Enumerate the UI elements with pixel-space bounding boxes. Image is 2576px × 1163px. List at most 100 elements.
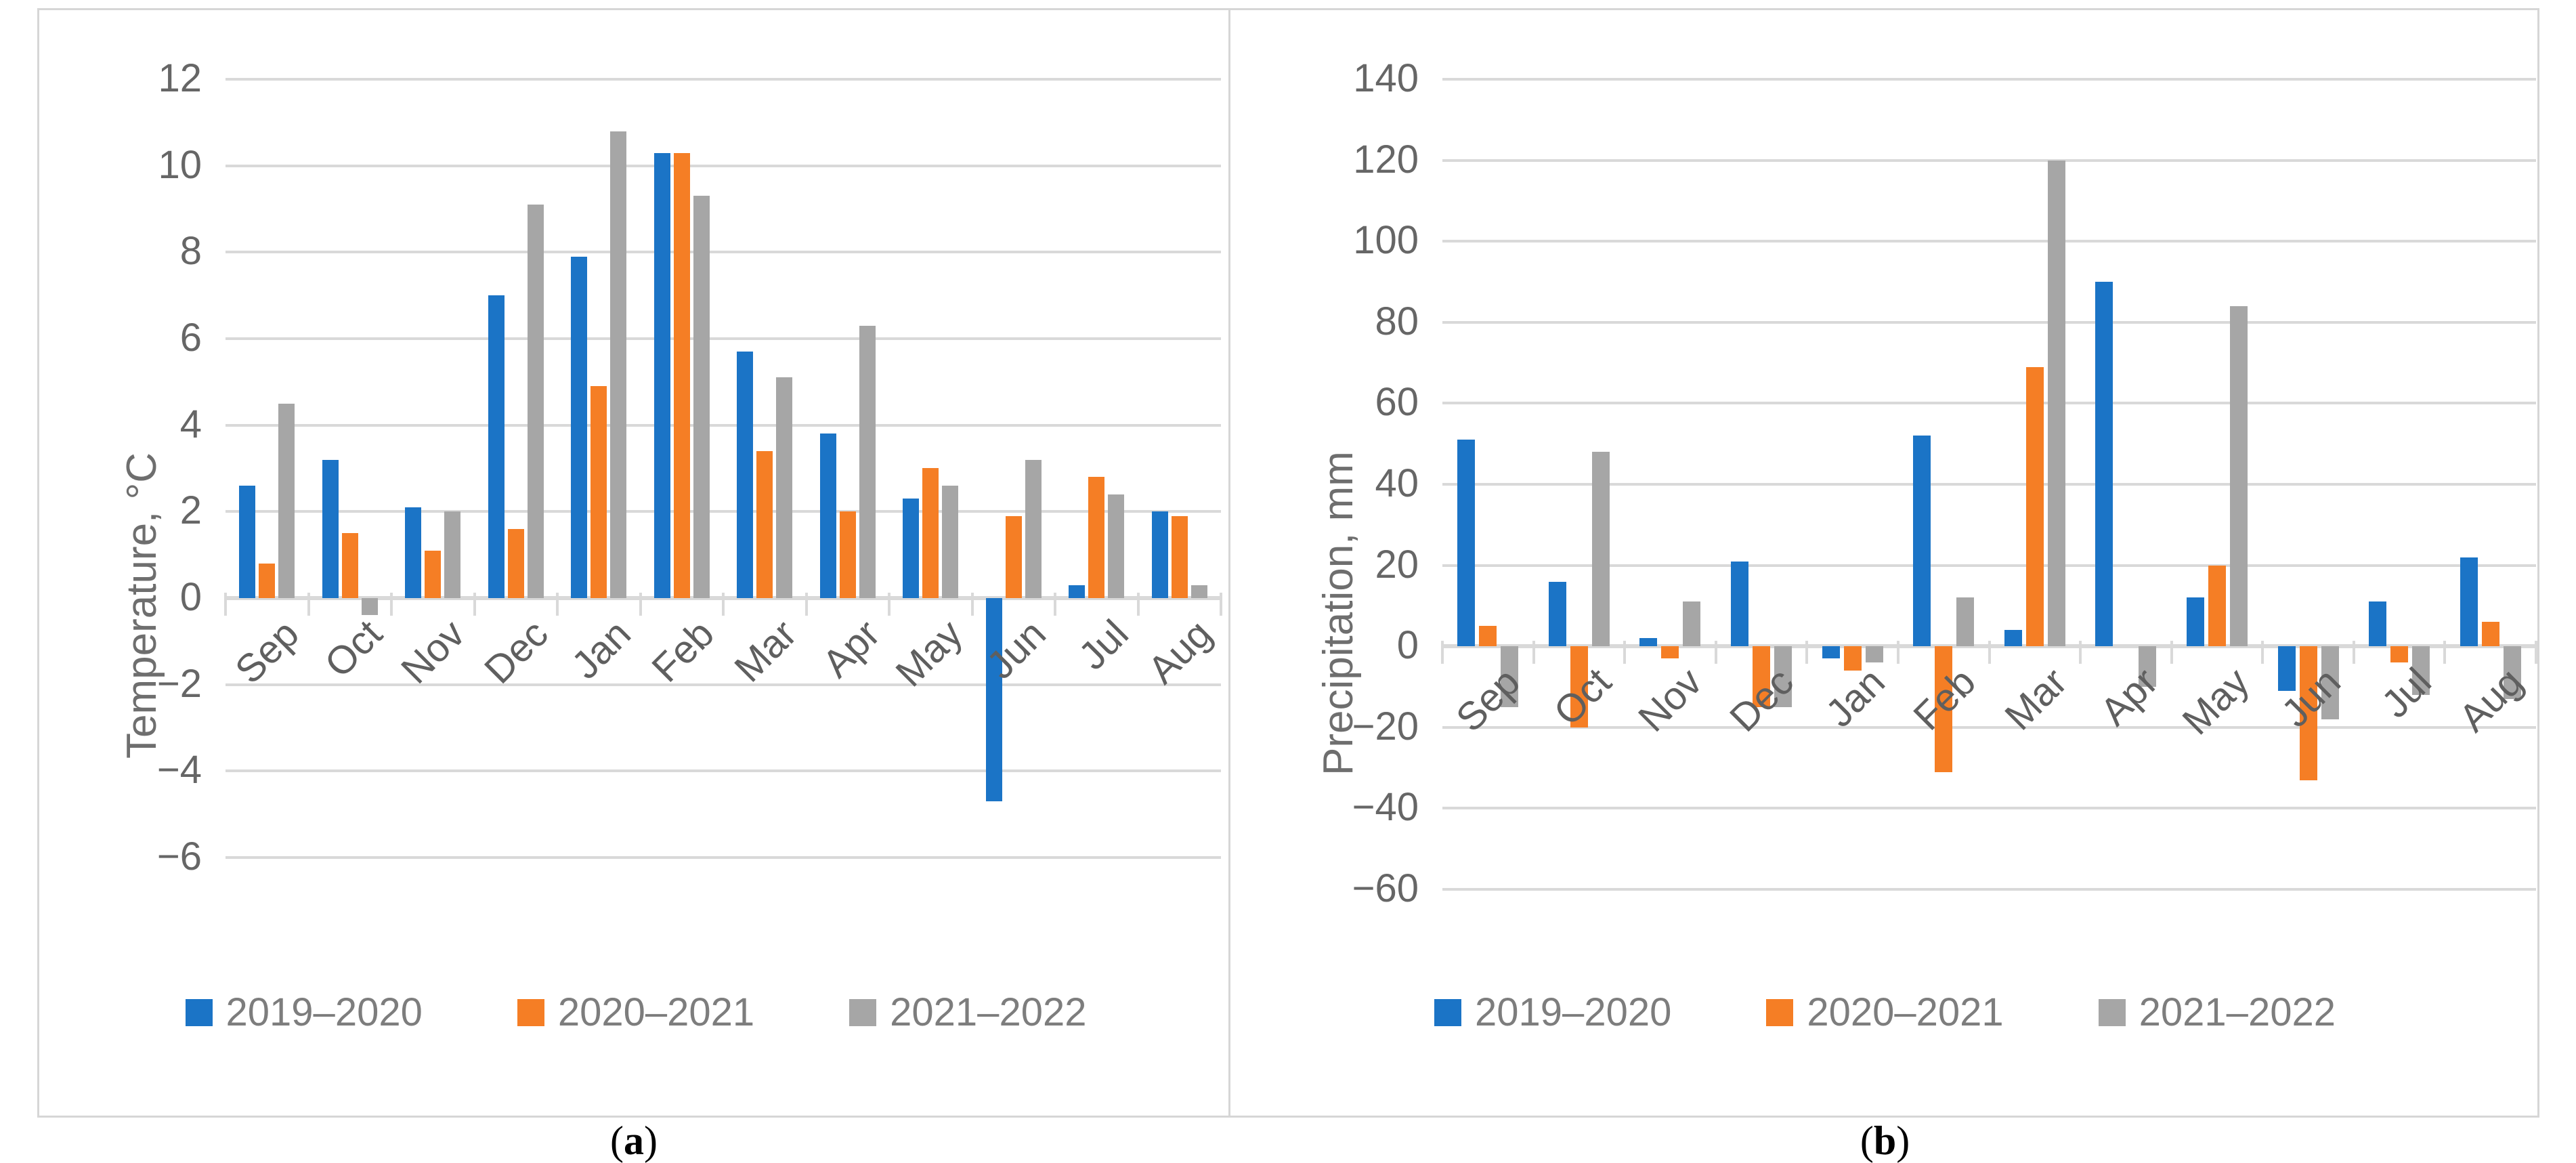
bar-dec-2020–2021 (507, 528, 524, 598)
gridline (226, 164, 1221, 167)
gridline (1442, 725, 2536, 729)
axis-tick-mark (639, 592, 642, 616)
bar-dec-2021–2022 (527, 205, 544, 598)
axis-tick-mark (888, 592, 890, 616)
legend-precipitation: 2019–2020 2020–2021 2021–2022 (1230, 991, 2539, 1034)
y-tick-label: −4 (156, 748, 202, 792)
axis-tick-mark (2261, 641, 2264, 664)
gridline (1442, 564, 2536, 567)
axis-tick-mark (2535, 641, 2537, 664)
legend-item-2020–2021: 2020–2021 (1766, 992, 2004, 1033)
bar-oct-2019–2020 (1548, 581, 1566, 647)
gridline (226, 683, 1221, 686)
bar-dec-2021–2022 (1774, 646, 1793, 707)
axis-tick-mark (390, 592, 393, 616)
gridline (226, 78, 1221, 81)
bar-jan-2020–2021 (591, 386, 607, 598)
x-category-label-dec: Dec (475, 611, 557, 692)
bar-jun-2019–2020 (2277, 646, 2296, 691)
gridline (1442, 402, 2536, 405)
bar-oct-2021–2022 (361, 597, 378, 616)
bar-dec-2019–2020 (488, 295, 505, 598)
y-tick-label: 120 (1353, 137, 1419, 182)
bar-jul-2020–2021 (2390, 646, 2409, 663)
gridline (226, 769, 1221, 773)
bar-may-2021–2022 (2229, 305, 2248, 647)
bar-aug-2019–2020 (2460, 557, 2478, 647)
bar-may-2020–2021 (2208, 565, 2226, 647)
caption-letter: b (1873, 1118, 1897, 1163)
y-tick-label: −6 (156, 834, 202, 879)
bar-jun-2020–2021 (2299, 646, 2317, 780)
legend-label-2021–2022: 2021–2022 (890, 990, 1087, 1034)
panel-precipitation: Precipitation, mm 140 120 100 80 60 40 20 0 −20−… (1230, 8, 2539, 1118)
legend-item-2021–2022: 2021–2022 (2098, 992, 2336, 1033)
axis-tick-mark (1054, 592, 1056, 616)
axis-tick-mark (1714, 641, 1717, 664)
bar-apr-2021–2022 (859, 325, 876, 598)
axis-tick-mark (556, 592, 559, 616)
y-tick-label: 8 (179, 229, 202, 274)
bar-apr-2019–2020 (819, 434, 836, 598)
axis-tick-mark (2352, 641, 2355, 664)
x-category-label-feb: Feb (643, 611, 723, 691)
x-category-label-sep: Sep (227, 611, 308, 692)
bar-apr-2020–2021 (839, 511, 856, 598)
bar-may-2021–2022 (942, 485, 959, 598)
gridline (1442, 483, 2536, 486)
y-tick-label: −20 (1352, 704, 1419, 748)
gridline (1442, 807, 2536, 810)
bar-aug-2020–2021 (1171, 515, 1188, 598)
axis-tick-mark (2443, 641, 2447, 664)
bar-dec-2019–2020 (1731, 561, 1749, 647)
bar-jan-2021–2022 (610, 131, 627, 598)
bar-aug-2021–2022 (2503, 646, 2521, 699)
bar-feb-2021–2022 (693, 196, 710, 598)
bar-apr-2021–2022 (2139, 646, 2157, 687)
y-tick-label: −40 (1352, 785, 1419, 830)
bar-jul-2021–2022 (1108, 494, 1125, 598)
legend-swatch-2019–2020 (1434, 999, 1462, 1026)
axis-tick-mark (1988, 641, 1991, 664)
bar-sep-2021–2022 (1501, 646, 1519, 707)
gridline (226, 251, 1221, 254)
legend-item-2019–2020: 2019–2020 (185, 990, 423, 1034)
bar-dec-2020–2021 (1753, 646, 1771, 707)
legend-swatch-2020–2021 (517, 999, 544, 1026)
bar-mar-2019–2020 (737, 352, 754, 598)
y-tick-label: 60 (1375, 380, 1419, 425)
axis-tick-mark (2170, 641, 2173, 664)
bar-feb-2021–2022 (1956, 597, 1975, 647)
axis-tick-mark (224, 592, 227, 616)
bar-nov-2020–2021 (1661, 646, 1679, 659)
gridline (1442, 888, 2536, 891)
bar-oct-2020–2021 (341, 533, 358, 598)
legend-label-2019–2020: 2019–2020 (226, 990, 423, 1034)
legend-swatch-2021–2022 (2098, 999, 2126, 1026)
y-tick-label: 0 (1396, 623, 1419, 668)
bar-feb-2020–2021 (673, 152, 690, 598)
bar-jun-2021–2022 (1025, 459, 1042, 598)
y-tick-label: 10 (158, 142, 202, 187)
axis-tick-mark (1896, 641, 1899, 664)
caption-letter: a (624, 1118, 644, 1163)
legend-temperature: 2019–2020 2020–2021 2021–2022 (39, 991, 1232, 1034)
legend-swatch-2020–2021 (1766, 999, 1794, 1026)
bar-mar-2020–2021 (756, 450, 773, 598)
bar-nov-2019–2020 (1639, 638, 1658, 647)
x-category-label-oct: Oct (1545, 660, 1620, 734)
bar-sep-2021–2022 (278, 403, 295, 598)
bar-nov-2021–2022 (444, 511, 461, 598)
bar-oct-2020–2021 (1570, 646, 1588, 727)
x-category-label-apr: Apr (813, 611, 888, 686)
y-tick-label: 2 (179, 488, 202, 533)
bar-jul-2019–2020 (1069, 585, 1086, 598)
y-tick-label: 40 (1375, 461, 1419, 505)
x-category-label-jan: Jan (563, 611, 640, 688)
bar-aug-2020–2021 (2481, 622, 2499, 647)
axis-tick-mark (1441, 641, 1444, 664)
bar-jul-2019–2020 (2369, 601, 2387, 647)
panel-caption-a: (a) (37, 1120, 1230, 1161)
x-category-label-oct: Oct (316, 611, 391, 686)
